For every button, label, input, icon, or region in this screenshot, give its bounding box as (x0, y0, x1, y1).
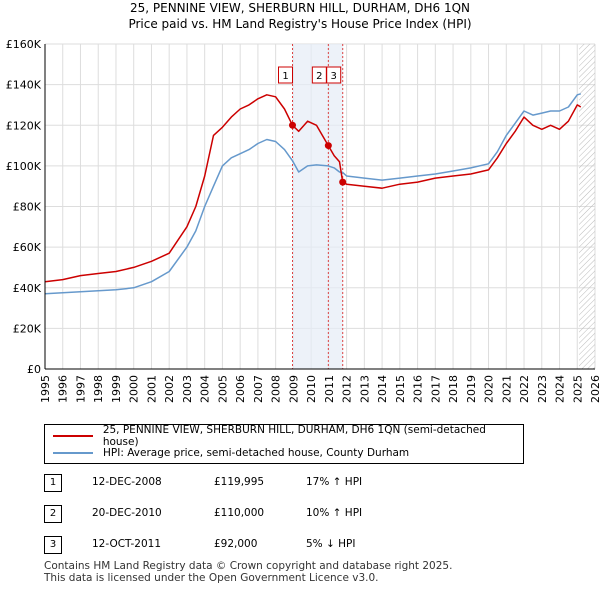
legend-label-hpi: HPI: Average price, semi-detached house,… (103, 447, 410, 459)
x-tick-label: 2019 (465, 375, 478, 403)
row-price: £92,000 (214, 538, 258, 550)
footer-licence: This data is licensed under the Open Gov… (44, 572, 379, 584)
x-tick-label: 2005 (216, 375, 229, 403)
y-tick-label: £40K (13, 282, 42, 295)
y-tick-label: £140K (6, 79, 42, 92)
x-tick-label: 2017 (429, 375, 442, 403)
row-hpi: 17% ↑ HPI (306, 476, 363, 488)
x-tick-label: 1999 (110, 375, 123, 403)
footer-copyright: Contains HM Land Registry data © Crown c… (44, 560, 453, 572)
x-tick-label: 2020 (483, 375, 496, 403)
x-tick-label: 2007 (252, 375, 265, 403)
x-tick-label: 1997 (74, 375, 87, 403)
legend-label-property: 25, PENNINE VIEW, SHERBURN HILL, DURHAM,… (102, 424, 486, 448)
x-tick-label: 2009 (287, 375, 300, 403)
table-row: 3 12-OCT-2011 £92,000 5% ↓ HPI (44, 536, 564, 554)
chart-subtitle: Price paid vs. HM Land Registry's House … (128, 17, 472, 31)
transaction-point (339, 178, 347, 186)
row-date: 12-DEC-2008 (92, 476, 162, 488)
x-tick-label: 2016 (412, 375, 425, 403)
x-tick-label: 2015 (394, 375, 407, 403)
row-date: 20-DEC-2010 (92, 507, 162, 519)
x-tick-label: 2000 (128, 375, 141, 403)
x-tick-label: 1995 (39, 375, 52, 403)
x-tick-label: 2012 (341, 375, 354, 403)
x-tick-label: 2023 (536, 375, 549, 403)
y-tick-label: £20K (13, 322, 42, 335)
transaction-marker-label: 1 (282, 71, 288, 82)
y-tick-label: £80K (13, 201, 42, 214)
y-tick-label: £60K (13, 241, 42, 254)
x-tick-label: 2025 (571, 375, 584, 403)
y-tick-label: £0 (27, 363, 41, 376)
x-tick-label: 2003 (181, 375, 194, 403)
y-tick-label: £100K (6, 160, 42, 173)
row-date: 12-OCT-2011 (92, 538, 161, 550)
x-tick-label: 2026 (589, 375, 600, 403)
x-tick-label: 2004 (199, 375, 212, 403)
transaction-marker-box (278, 66, 293, 84)
y-tick-label: £120K (6, 119, 42, 132)
x-tick-label: 2022 (518, 375, 531, 403)
transaction-point (289, 121, 296, 129)
x-tick-label: 2018 (447, 375, 460, 403)
transaction-marker-label: 2 (316, 71, 322, 82)
row-marker: 3 (44, 536, 62, 554)
transaction-marker-box (326, 66, 342, 84)
x-tick-label: 1996 (57, 375, 70, 403)
table-row: 1 12-DEC-2008 £119,995 17% ↑ HPI (44, 474, 564, 492)
row-hpi: 10% ↑ HPI (306, 507, 363, 519)
transaction-point (324, 142, 332, 150)
row-hpi: 5% ↓ HPI (306, 538, 356, 550)
table-row: 2 20-DEC-2010 £110,000 10% ↑ HPI (44, 505, 564, 523)
y-tick-label: £160K (6, 38, 42, 51)
x-tick-label: 2021 (500, 375, 513, 403)
row-marker: 1 (44, 474, 62, 492)
legend-item-property: 25, PENNINE VIEW, SHERBURN HILL, DURHAM,… (53, 424, 523, 448)
x-tick-label: 2008 (270, 375, 283, 403)
x-tick-label: 1998 (92, 375, 105, 403)
legend-swatch-property (53, 435, 93, 437)
chart-title: 25, PENNINE VIEW, SHERBURN HILL, DURHAM,… (129, 1, 471, 15)
legend: 25, PENNINE VIEW, SHERBURN HILL, DURHAM,… (44, 424, 524, 464)
row-price: £110,000 (214, 507, 265, 519)
x-tick-label: 2001 (145, 375, 158, 403)
legend-item-hpi: HPI: Average price, semi-detached house,… (53, 445, 409, 461)
ownership-band (292, 44, 329, 369)
x-tick-label: 2013 (358, 375, 371, 403)
series-line (44, 94, 582, 283)
x-tick-label: 2006 (234, 375, 247, 403)
transaction-marker-label: 3 (331, 71, 337, 82)
row-price: £119,995 (214, 476, 265, 488)
x-tick-label: 2011 (323, 375, 336, 403)
x-tick-label: 2014 (376, 375, 389, 403)
x-tick-label: 2010 (305, 375, 318, 403)
ownership-band (328, 44, 344, 369)
row-marker: 2 (44, 505, 62, 523)
x-tick-label: 2024 (554, 375, 567, 403)
legend-swatch-hpi (53, 452, 93, 454)
series-line (44, 93, 582, 295)
forecast-hatch (579, 44, 595, 369)
x-tick-label: 2002 (163, 375, 176, 403)
